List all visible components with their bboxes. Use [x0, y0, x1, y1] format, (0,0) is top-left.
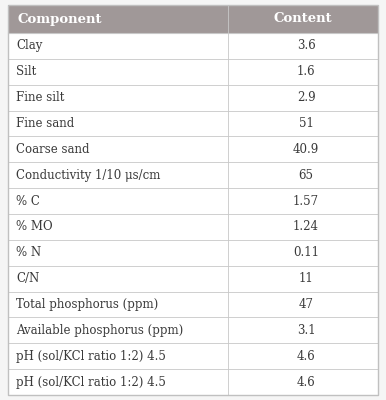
Bar [8, 162, 378, 188]
Text: 65: 65 [299, 169, 313, 182]
Text: 1.24: 1.24 [293, 220, 319, 234]
Bar [8, 59, 378, 85]
Text: 3.1: 3.1 [297, 324, 315, 337]
Bar [8, 266, 378, 292]
Text: 0.11: 0.11 [293, 246, 319, 259]
Text: % MO: % MO [16, 220, 52, 234]
Text: % N: % N [16, 246, 41, 259]
Bar [8, 33, 378, 59]
Text: C/N: C/N [16, 272, 39, 285]
Text: Clay: Clay [16, 40, 42, 52]
Text: % C: % C [16, 194, 40, 208]
Text: pH (sol/KCl ratio 1:2) 4.5: pH (sol/KCl ratio 1:2) 4.5 [16, 376, 166, 388]
Text: 1.6: 1.6 [297, 65, 315, 78]
Bar [8, 5, 378, 33]
Text: 51: 51 [299, 117, 313, 130]
Text: 3.6: 3.6 [297, 40, 315, 52]
Bar [8, 318, 378, 343]
Text: Conductivity 1/10 μs/cm: Conductivity 1/10 μs/cm [16, 169, 160, 182]
Text: 40.9: 40.9 [293, 143, 319, 156]
Bar [8, 292, 378, 318]
Text: Component: Component [18, 12, 103, 26]
Text: 11: 11 [299, 272, 313, 285]
Text: Coarse sand: Coarse sand [16, 143, 90, 156]
Bar [8, 343, 378, 369]
Text: 2.9: 2.9 [297, 91, 315, 104]
Text: pH (sol/KCl ratio 1:2) 4.5: pH (sol/KCl ratio 1:2) 4.5 [16, 350, 166, 363]
Text: 1.57: 1.57 [293, 194, 319, 208]
Text: Available phosphorus (ppm): Available phosphorus (ppm) [16, 324, 183, 337]
Text: Total phosphorus (ppm): Total phosphorus (ppm) [16, 298, 158, 311]
Bar [8, 110, 378, 136]
Bar [8, 136, 378, 162]
Text: 4.6: 4.6 [297, 376, 315, 388]
Bar [8, 214, 378, 240]
Text: Fine silt: Fine silt [16, 91, 64, 104]
Text: Silt: Silt [16, 65, 36, 78]
Bar [8, 240, 378, 266]
Text: Content: Content [274, 12, 332, 26]
Bar [8, 188, 378, 214]
Text: 4.6: 4.6 [297, 350, 315, 363]
Text: 47: 47 [299, 298, 313, 311]
Bar [8, 85, 378, 110]
Text: Fine sand: Fine sand [16, 117, 74, 130]
Bar [8, 369, 378, 395]
